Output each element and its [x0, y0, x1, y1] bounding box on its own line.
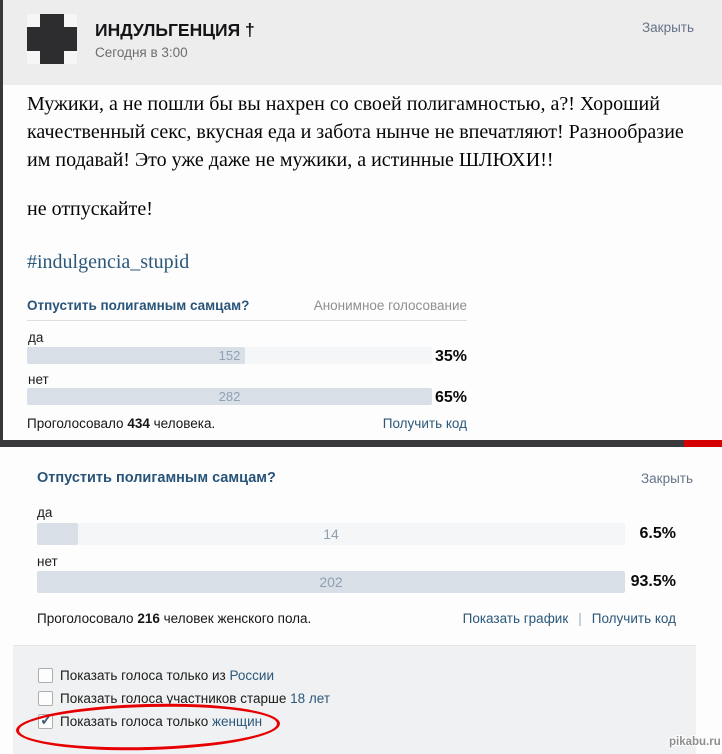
poll2-total-count: 216 [137, 611, 160, 626]
poll1-option-label: нет [28, 372, 49, 387]
poll1-option-bar: 152 [27, 347, 432, 364]
poll-filter-panel: Показать голоса только из России Показат… [13, 645, 696, 754]
red-edge-mark [684, 440, 722, 447]
filter-link[interactable]: России [229, 667, 274, 683]
poll1-footer: Проголосовало 434 человека. Получить код [27, 416, 467, 431]
group-name[interactable]: ИНДУЛЬГЕНЦИЯ † [95, 20, 255, 40]
filter-row-russia: Показать голоса только из России [38, 667, 274, 683]
poll1-total-count: 434 [127, 416, 150, 431]
filter-row-women: ✓ Показать голоса только женщин [38, 711, 263, 729]
watermark: pikabu.ru [669, 736, 721, 748]
screenshot-left-edge [0, 0, 3, 447]
poll1-get-code-link[interactable]: Получить код [382, 416, 467, 431]
poll1-vote-count: 282 [218, 389, 241, 404]
group-avatar[interactable] [27, 14, 77, 64]
poll1-option-label: да [28, 330, 44, 345]
filter-label: Показать голоса участников старше 18 лет [60, 690, 331, 706]
poll2-close-link[interactable]: Закрыть [641, 471, 693, 486]
post-text-line2: не отпускайте! [27, 198, 153, 220]
poll1-bar-fill [27, 388, 432, 405]
poll2-bar-fill [37, 571, 625, 593]
poll2-question: Отпустить полигамным самцам? [37, 470, 276, 486]
poll2-percent: 6.5% [639, 525, 676, 542]
checkbox-russia[interactable] [38, 667, 53, 683]
poll2-vote-count: 202 [319, 574, 343, 590]
poll2-option-bar: 14 [37, 523, 625, 545]
post-timestamp: Сегодня в 3:00 [95, 45, 188, 60]
post-close-link[interactable]: Закрыть [642, 20, 694, 35]
poll1-option-bar: 282 [27, 388, 432, 405]
cross-icon [27, 27, 77, 51]
post-header [0, 0, 722, 85]
poll1-header: Отпустить полигамным самцам? Анонимное г… [27, 298, 467, 321]
hashtag-link[interactable]: #indulgencia_stupid [27, 251, 190, 273]
poll2-show-chart-link[interactable]: Показать график [462, 611, 569, 626]
poll1-percent: 35% [434, 348, 467, 365]
screenshot-bottom-edge [0, 440, 722, 447]
filter-row-age: Показать голоса участников старше 18 лет [38, 690, 330, 706]
link-divider: | [578, 611, 582, 626]
checkbox-age[interactable] [38, 690, 53, 706]
poll2-get-code-link[interactable]: Получить код [591, 611, 676, 626]
poll2-total-voted: Проголосовало 216 человек женского пола. [37, 611, 312, 626]
poll1-question: Отпустить полигамным самцам? [27, 298, 250, 313]
poll2-footer: Проголосовало 216 человек женского пола.… [37, 611, 676, 626]
post-text: Мужики, а не пошли бы вы нахрен со своей… [27, 93, 684, 171]
poll2-option-label: да [37, 505, 53, 520]
filter-label: Показать голоса только из России [60, 667, 274, 683]
poll1-anonymous-label: Анонимное голосование [313, 298, 467, 313]
poll2-option-bar: 202 [37, 571, 625, 593]
filter-label: Показать голоса только женщин [60, 713, 263, 729]
poll1-vote-count: 152 [218, 348, 241, 363]
checkbox-women[interactable]: ✓ [38, 711, 53, 729]
filter-link[interactable]: женщин [212, 713, 263, 729]
poll1-total-voted: Проголосовало 434 человека. [27, 416, 216, 431]
checkmark-icon: ✓ [40, 711, 53, 729]
poll2-bar-fill [37, 523, 78, 545]
poll2-option-label: нет [37, 554, 58, 569]
poll1-bar-fill [27, 347, 246, 364]
poll2-vote-count: 14 [323, 526, 339, 542]
poll2-percent: 93.5% [630, 573, 676, 590]
filter-link[interactable]: 18 лет [290, 690, 331, 706]
poll1-percent: 65% [434, 389, 467, 406]
